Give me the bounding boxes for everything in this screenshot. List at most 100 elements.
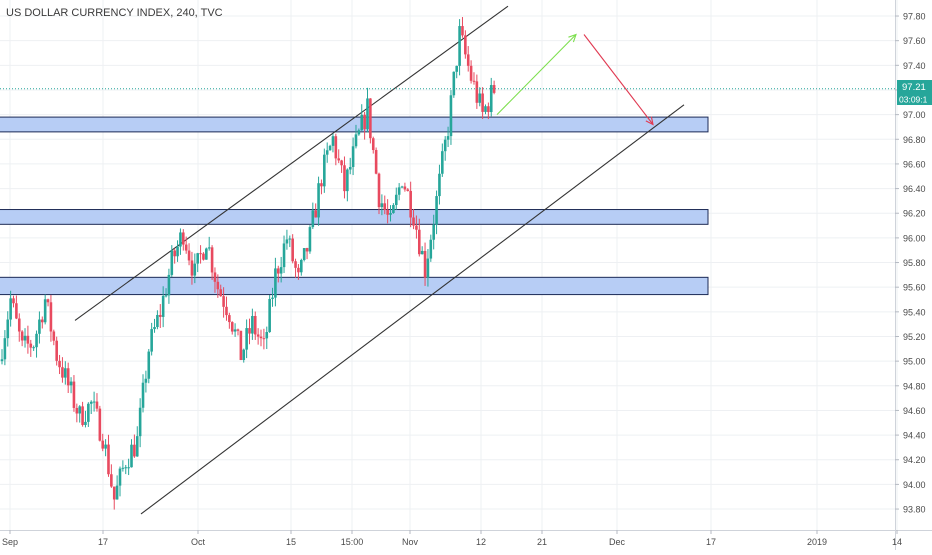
candle-body (291, 238, 294, 262)
candle-body (389, 213, 392, 215)
candle-body (420, 250, 424, 255)
candle-body (40, 319, 44, 323)
candle-body (369, 98, 372, 139)
candle-body (179, 232, 182, 247)
x-tick-label: 21 (537, 537, 547, 547)
candle-body (435, 196, 438, 225)
candle-body (52, 331, 56, 341)
projection-down-arrow[interactable] (583, 34, 654, 125)
candle-body (72, 381, 76, 408)
y-tick-label: 94.00 (903, 480, 926, 490)
candle-body (317, 183, 320, 218)
x-tick-label: Dec (609, 537, 626, 547)
candle-body (158, 314, 162, 317)
candle-body (475, 81, 479, 103)
candle-body (489, 85, 493, 113)
candle-body (343, 165, 346, 192)
candle-body (49, 302, 53, 332)
candle-body (3, 338, 7, 360)
channel-upper-line[interactable] (74, 5, 509, 321)
sr-zone[interactable] (0, 276, 709, 296)
candle-body (259, 336, 263, 339)
candle-body (95, 401, 99, 409)
candle-body (58, 360, 61, 368)
sr-zone[interactable] (0, 209, 709, 225)
candle-body (253, 316, 257, 335)
candle-body (107, 444, 110, 475)
projection-arrows[interactable] (496, 33, 654, 126)
candle-body (38, 319, 41, 334)
candle-body (383, 203, 387, 210)
countdown-badge-value: 03:09:1 (899, 95, 928, 105)
candle-body (360, 114, 364, 131)
sr-zone[interactable] (0, 116, 709, 133)
candle-body (17, 318, 21, 332)
candle-body (230, 322, 234, 332)
candle-body (219, 289, 223, 297)
candle-body (487, 106, 490, 113)
candle-body (29, 343, 33, 348)
y-tick-label: 94.60 (903, 406, 926, 416)
candle-body (397, 187, 401, 195)
x-tick-label: Sep (2, 537, 18, 547)
candle-body (492, 85, 496, 93)
candle-body (469, 65, 473, 81)
candle-body (415, 225, 418, 230)
candle-body (251, 316, 254, 334)
x-tick-label: 15:00 (341, 537, 364, 547)
candle-body (242, 349, 246, 361)
candle-body (248, 328, 251, 334)
candle-body (164, 295, 168, 297)
candle-body (0, 359, 4, 362)
candle-body (61, 367, 64, 378)
x-tick-label: 14 (892, 537, 902, 547)
candle-body (75, 407, 79, 414)
candle-body (394, 194, 398, 206)
candle-body (268, 298, 271, 333)
x-tick-label: 17 (98, 537, 108, 547)
candle-body (357, 130, 361, 135)
candle-body (311, 210, 315, 228)
candle-body (133, 444, 136, 457)
candle-body (141, 382, 145, 408)
trend-channel[interactable] (74, 5, 685, 515)
candle-body (256, 334, 260, 337)
candle-body (297, 267, 300, 273)
y-tick-label: 95.60 (903, 283, 926, 293)
candle-body (193, 263, 197, 276)
candle-body (484, 106, 487, 112)
candle-body (121, 467, 125, 469)
channel-lower-line[interactable] (140, 104, 685, 515)
candle-body (153, 327, 156, 330)
y-tick-label: 95.20 (903, 332, 926, 342)
candle-body (366, 98, 369, 130)
candle-body (138, 407, 142, 437)
y-tick-label: 94.20 (903, 455, 926, 465)
candle-body (92, 401, 96, 403)
candle-body (438, 173, 441, 197)
candle-body (35, 333, 38, 348)
price-axis[interactable]: 93.80 94.00 94.20 94.40 94.60 94.80 95.00 95.20… (895, 0, 926, 550)
candle-body (213, 272, 217, 282)
candle-body (466, 54, 470, 66)
candle-body (285, 239, 289, 244)
candle-body (461, 26, 464, 36)
candle-body (12, 298, 15, 304)
candle-body (9, 298, 12, 320)
time-axis[interactable]: Sep 17 Oct 15 15:00 Nov 12 21 Dec 17 2019 14 (0, 530, 932, 547)
candle-body (409, 190, 412, 218)
candle-body (346, 169, 349, 192)
x-tick-label: 2019 (807, 537, 827, 547)
candle-body (294, 261, 297, 268)
y-tick-label: 97.80 (903, 12, 926, 22)
candle-body (64, 368, 67, 378)
candle-body (144, 378, 148, 383)
y-tick-label: 96.00 (903, 233, 926, 243)
projection-up-arrow[interactable] (496, 34, 577, 116)
candle-body (69, 381, 73, 386)
candle-body (452, 71, 456, 96)
candle-body (337, 158, 341, 161)
candle-body (478, 93, 482, 103)
